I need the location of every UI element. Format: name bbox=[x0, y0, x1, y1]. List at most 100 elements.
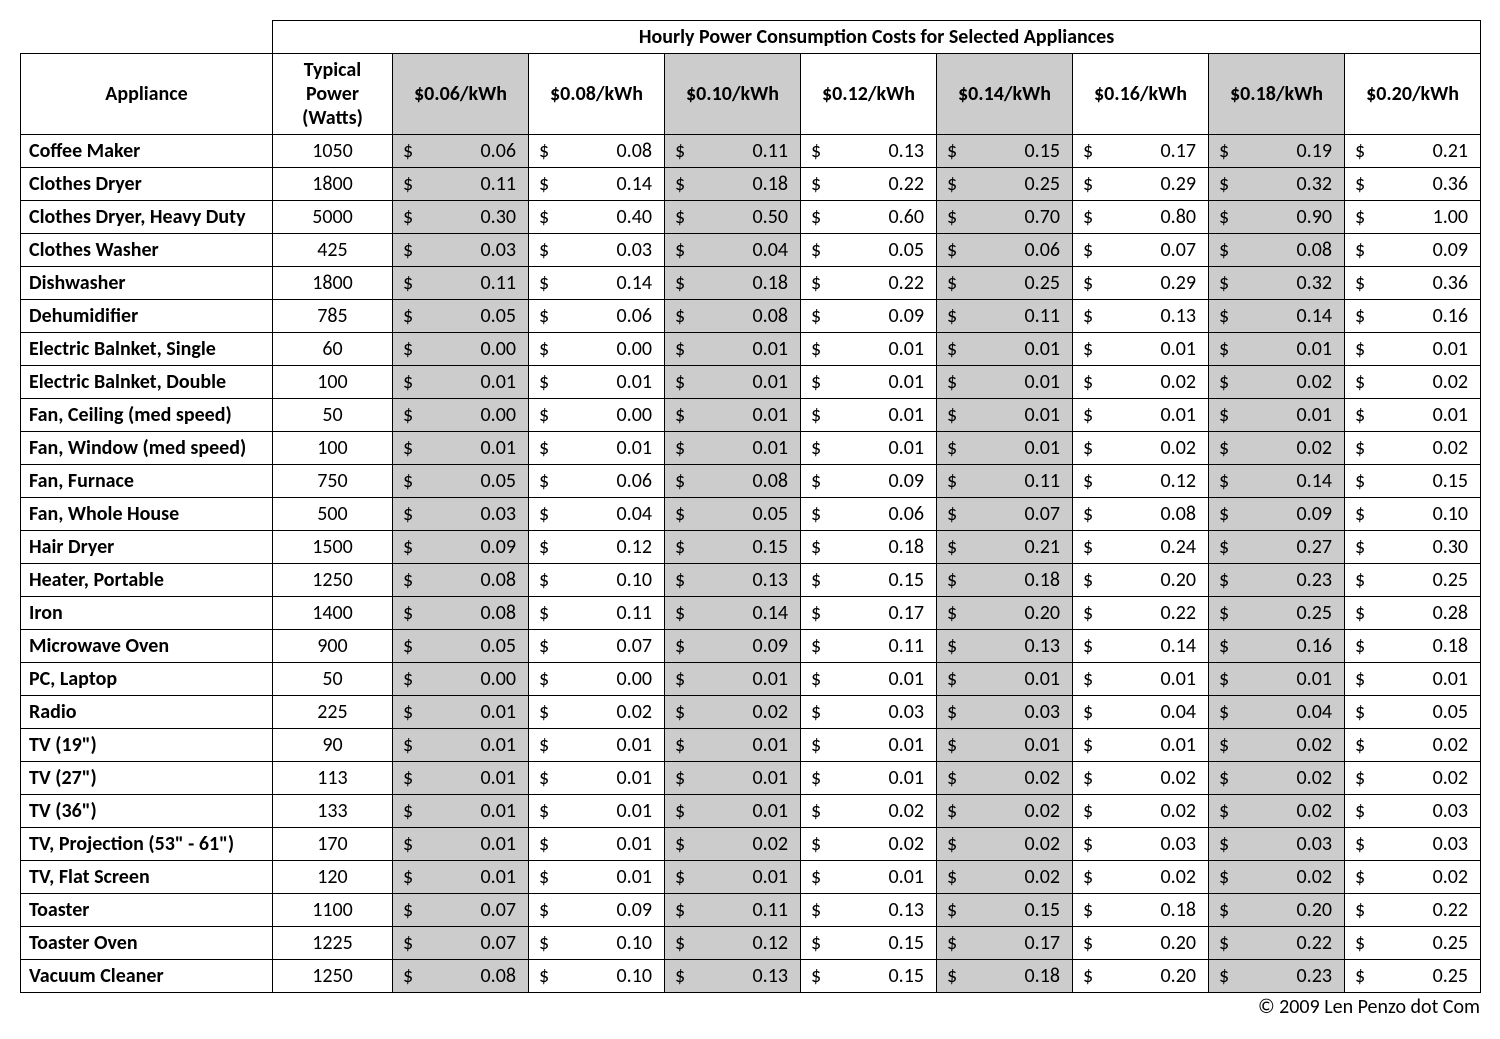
cost-cell: $0.12 bbox=[665, 927, 801, 960]
cost-cell: $0.01 bbox=[801, 729, 937, 762]
cost-cell: $0.02 bbox=[1073, 432, 1209, 465]
cost-cell: $0.11 bbox=[393, 267, 529, 300]
appliance-name-cell: Heater, Portable bbox=[21, 564, 273, 597]
cost-cell: $0.18 bbox=[801, 531, 937, 564]
appliance-header: Appliance bbox=[21, 54, 273, 135]
cost-cell: $0.11 bbox=[529, 597, 665, 630]
appliance-name-cell: Electric Balnket, Single bbox=[21, 333, 273, 366]
appliance-name-cell: Hair Dryer bbox=[21, 531, 273, 564]
appliance-name-cell: Fan, Furnace bbox=[21, 465, 273, 498]
watts-cell: 1250 bbox=[273, 960, 393, 993]
cost-cell: $0.22 bbox=[1209, 927, 1345, 960]
cost-cell: $0.01 bbox=[393, 432, 529, 465]
watts-cell: 1250 bbox=[273, 564, 393, 597]
table-row: Clothes Dryer, Heavy Duty5000$0.30$0.40$… bbox=[21, 201, 1481, 234]
cost-cell: $0.12 bbox=[529, 531, 665, 564]
cost-cell: $0.29 bbox=[1073, 168, 1209, 201]
cost-cell: $0.02 bbox=[1073, 795, 1209, 828]
cost-cell: $0.25 bbox=[1209, 597, 1345, 630]
table-row: Electric Balnket, Single60$0.00$0.00$0.0… bbox=[21, 333, 1481, 366]
cost-cell: $0.01 bbox=[529, 366, 665, 399]
cost-cell: $0.01 bbox=[665, 729, 801, 762]
cost-cell: $0.15 bbox=[665, 531, 801, 564]
cost-cell: $0.02 bbox=[937, 795, 1073, 828]
table-row: Coffee Maker1050$0.06$0.08$0.11$0.13$0.1… bbox=[21, 135, 1481, 168]
cost-cell: $0.03 bbox=[393, 234, 529, 267]
table-row: Microwave Oven900$0.05$0.07$0.09$0.11$0.… bbox=[21, 630, 1481, 663]
cost-cell: $0.05 bbox=[665, 498, 801, 531]
watts-cell: 5000 bbox=[273, 201, 393, 234]
watts-cell: 1800 bbox=[273, 267, 393, 300]
cost-cell: $0.13 bbox=[1073, 300, 1209, 333]
cost-cell: $0.01 bbox=[1209, 399, 1345, 432]
cost-cell: $0.00 bbox=[393, 663, 529, 696]
cost-cell: $0.22 bbox=[1073, 597, 1209, 630]
cost-cell: $0.18 bbox=[665, 168, 801, 201]
cost-cell: $0.13 bbox=[801, 135, 937, 168]
cost-cell: $0.07 bbox=[393, 927, 529, 960]
cost-cell: $0.02 bbox=[1345, 432, 1481, 465]
cost-cell: $0.08 bbox=[393, 564, 529, 597]
cost-cell: $0.02 bbox=[1345, 861, 1481, 894]
table-row: Fan, Whole House500$0.03$0.04$0.05$0.06$… bbox=[21, 498, 1481, 531]
cost-cell: $1.00 bbox=[1345, 201, 1481, 234]
table-row: Fan, Ceiling (med speed)50$0.00$0.00$0.0… bbox=[21, 399, 1481, 432]
cost-cell: $0.01 bbox=[937, 432, 1073, 465]
cost-cell: $0.02 bbox=[1073, 861, 1209, 894]
cost-cell: $0.01 bbox=[1073, 729, 1209, 762]
appliance-name-cell: Vacuum Cleaner bbox=[21, 960, 273, 993]
cost-cell: $0.18 bbox=[665, 267, 801, 300]
table-row: Dehumidifier785$0.05$0.06$0.08$0.09$0.11… bbox=[21, 300, 1481, 333]
cost-cell: $0.13 bbox=[665, 960, 801, 993]
rate-header: $0.14/kWh bbox=[937, 54, 1073, 135]
cost-cell: $0.03 bbox=[801, 696, 937, 729]
cost-cell: $0.15 bbox=[1345, 465, 1481, 498]
cost-cell: $0.07 bbox=[937, 498, 1073, 531]
cost-cell: $0.01 bbox=[393, 729, 529, 762]
cost-cell: $0.01 bbox=[937, 663, 1073, 696]
cost-cell: $0.11 bbox=[937, 465, 1073, 498]
cost-cell: $0.01 bbox=[665, 432, 801, 465]
cost-cell: $0.02 bbox=[1209, 861, 1345, 894]
cost-cell: $0.36 bbox=[1345, 267, 1481, 300]
appliance-name-cell: TV (36") bbox=[21, 795, 273, 828]
cost-cell: $0.02 bbox=[1209, 366, 1345, 399]
cost-cell: $0.14 bbox=[529, 168, 665, 201]
watts-cell: 100 bbox=[273, 366, 393, 399]
cost-cell: $0.18 bbox=[1073, 894, 1209, 927]
cost-cell: $0.01 bbox=[529, 828, 665, 861]
cost-cell: $0.02 bbox=[1209, 762, 1345, 795]
cost-cell: $0.00 bbox=[393, 399, 529, 432]
cost-cell: $0.21 bbox=[937, 531, 1073, 564]
cost-cell: $0.02 bbox=[937, 762, 1073, 795]
cost-cell: $0.14 bbox=[529, 267, 665, 300]
cost-cell: $0.02 bbox=[937, 828, 1073, 861]
cost-cell: $0.25 bbox=[937, 267, 1073, 300]
cost-cell: $0.01 bbox=[801, 333, 937, 366]
watts-cell: 50 bbox=[273, 399, 393, 432]
cost-cell: $0.50 bbox=[665, 201, 801, 234]
cost-cell: $0.01 bbox=[529, 432, 665, 465]
rate-header: $0.12/kWh bbox=[801, 54, 937, 135]
watts-cell: 120 bbox=[273, 861, 393, 894]
cost-cell: $0.11 bbox=[393, 168, 529, 201]
appliance-name-cell: Toaster bbox=[21, 894, 273, 927]
cost-cell: $0.02 bbox=[1209, 795, 1345, 828]
table-row: Iron1400$0.08$0.11$0.14$0.17$0.20$0.22$0… bbox=[21, 597, 1481, 630]
cost-cell: $0.05 bbox=[393, 300, 529, 333]
cost-cell: $0.60 bbox=[801, 201, 937, 234]
cost-cell: $0.23 bbox=[1209, 564, 1345, 597]
watts-cell: 1800 bbox=[273, 168, 393, 201]
watts-cell: 90 bbox=[273, 729, 393, 762]
cost-cell: $0.32 bbox=[1209, 267, 1345, 300]
cost-cell: $0.05 bbox=[393, 630, 529, 663]
cost-cell: $0.01 bbox=[801, 663, 937, 696]
cost-cell: $0.03 bbox=[1345, 795, 1481, 828]
rate-header: $0.18/kWh bbox=[1209, 54, 1345, 135]
watts-cell: 750 bbox=[273, 465, 393, 498]
cost-cell: $0.01 bbox=[393, 861, 529, 894]
cost-cell: $0.20 bbox=[1073, 960, 1209, 993]
cost-cell: $0.09 bbox=[801, 300, 937, 333]
watts-cell: 425 bbox=[273, 234, 393, 267]
watts-cell: 1050 bbox=[273, 135, 393, 168]
